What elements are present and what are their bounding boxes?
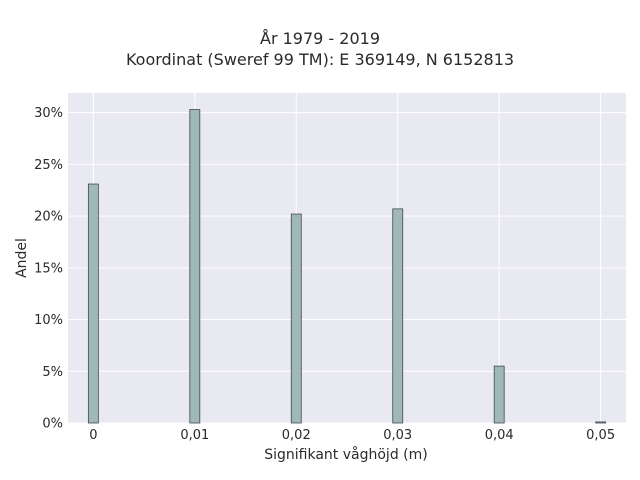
y-tick-labels: 0% 5% 10% 15% 20% 25% 30% [34,106,63,431]
histogram-bar [392,208,404,424]
y-tick-label: 30% [34,106,63,121]
x-tick-label: 0,02 [282,428,311,443]
histogram-bar [189,109,201,424]
chart-title: År 1979 - 2019 [260,29,380,48]
y-tick-label: 5% [42,365,63,380]
chart-subtitle: Koordinat (Sweref 99 TM): E 369149, N 61… [125,50,515,69]
x-axis-label: Signifikant våghöjd (m) [264,447,428,463]
x-tick-labels: 0 0,01 0,02 0,03 0,04 0,05 [89,428,615,443]
histogram-bar [595,421,607,424]
histogram-bar [290,213,302,424]
x-tick-label: 0,03 [383,428,412,443]
plot-area [68,93,626,423]
y-axis-label: Andel [14,238,30,278]
histogram-bar [87,183,99,424]
y-tick-label: 10% [34,313,63,328]
y-tick-label: 0% [42,417,63,432]
y-tick-label: 15% [34,261,63,276]
bars [87,109,607,424]
x-tick-label: 0 [89,428,97,443]
x-tick-label: 0,04 [485,428,514,443]
y-tick-label: 25% [34,158,63,173]
y-tick-label: 20% [34,210,63,225]
x-tick-label: 0,05 [586,428,615,443]
histogram-bar [493,365,505,424]
x-tick-label: 0,01 [180,428,209,443]
